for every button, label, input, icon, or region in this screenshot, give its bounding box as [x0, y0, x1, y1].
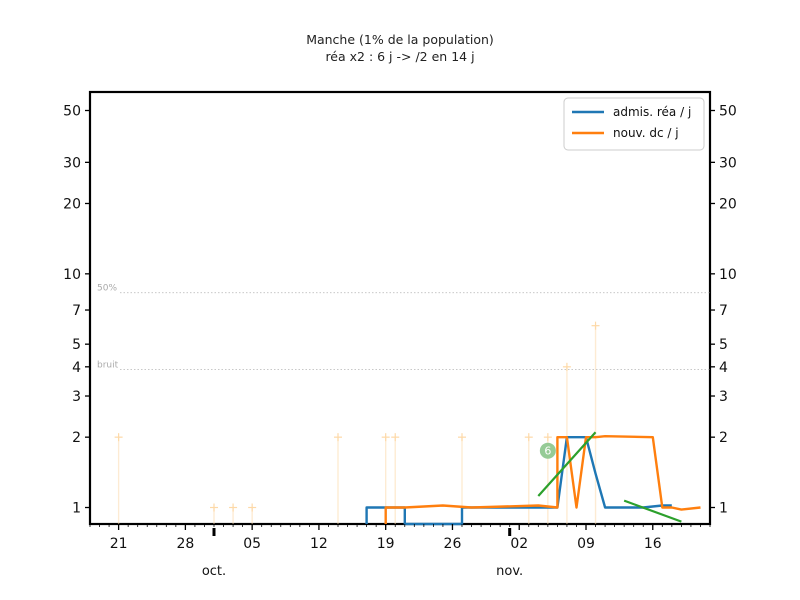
y-tick-label-right: 5: [719, 337, 728, 353]
month-label: oct.: [202, 564, 226, 579]
legend: admis. réa / j nouv. dc / j: [563, 97, 705, 151]
raw-point: [229, 503, 238, 524]
x-tick-label: 26: [444, 536, 462, 552]
y-tick-label-left: 7: [72, 303, 81, 319]
trend-badge: [539, 442, 556, 459]
raw-point: [248, 503, 257, 524]
chart-title: Manche (1% de la population): [306, 32, 494, 47]
raw-point: [114, 433, 123, 524]
x-tick-label: 09: [577, 536, 595, 552]
trend-layer: 6: [537, 431, 682, 523]
raw-point: [210, 503, 218, 524]
y-tick-label-left: 5: [72, 337, 81, 353]
series-line-2: [384, 435, 701, 524]
reference-lines-layer: 50% bruit: [97, 284, 710, 370]
raw-point: [334, 433, 342, 524]
y-tick-label-right: 20: [719, 196, 737, 212]
y-tick-label-left: 50: [63, 104, 81, 120]
y-tick-label-left: 30: [63, 155, 81, 171]
raw-points-layer: [114, 321, 600, 524]
y-tick-label-right: 10: [719, 267, 737, 283]
trend-line-1: [537, 431, 597, 497]
raw-point: [591, 321, 600, 524]
y-tick-label-right: 50: [719, 104, 737, 120]
x-tick-label: 02: [510, 536, 528, 552]
y-tick-label-right: 2: [719, 430, 728, 446]
raw-point: [391, 433, 400, 524]
y-tick-label-left: 20: [63, 196, 81, 212]
y-tick-label-right: 3: [719, 389, 728, 405]
y-axis: 1 1 2 2 3 3 4 4 5 5 7 7 10 10 20 20 30 30 50 50: [63, 104, 737, 517]
legend-label: nouv. dc / j: [613, 126, 679, 140]
series-line-1: [365, 436, 672, 526]
y-tick-label-left: 10: [63, 267, 81, 283]
y-tick-label-right: 1: [719, 501, 728, 517]
series-layer: [365, 435, 701, 526]
raw-point: [524, 433, 533, 524]
y-tick-label-right: 30: [719, 155, 737, 171]
x-tick-label: 12: [310, 536, 328, 552]
y-tick-label-right: 7: [719, 303, 728, 319]
x-tick-label: 28: [176, 536, 194, 552]
trend-badge-label: 6: [544, 445, 551, 458]
trend-line-2: [623, 499, 682, 523]
legend-label: admis. réa / j: [613, 105, 691, 119]
y-tick-label-left: 1: [72, 501, 81, 517]
chart-subtitle: réa x2 : 6 j -> /2 en 14 j: [325, 49, 474, 64]
x-tick-label: 21: [110, 536, 128, 552]
y-tick-label-left: 2: [72, 430, 81, 446]
month-label: nov.: [496, 564, 523, 579]
reference-label: 50%: [97, 284, 117, 294]
reference-label: bruit: [97, 360, 119, 370]
y-tick-label-left: 4: [72, 360, 81, 376]
y-tick-label-right: 4: [719, 360, 728, 376]
x-axis: 21 28 05 12 19 26 02 09 16 oct. nov.: [89, 524, 711, 579]
plot-frame: [88, 90, 712, 526]
x-tick-label: 16: [644, 536, 662, 552]
x-tick-label: 05: [243, 536, 261, 552]
x-tick-label: 19: [377, 536, 395, 552]
y-tick-label-left: 3: [72, 389, 81, 405]
